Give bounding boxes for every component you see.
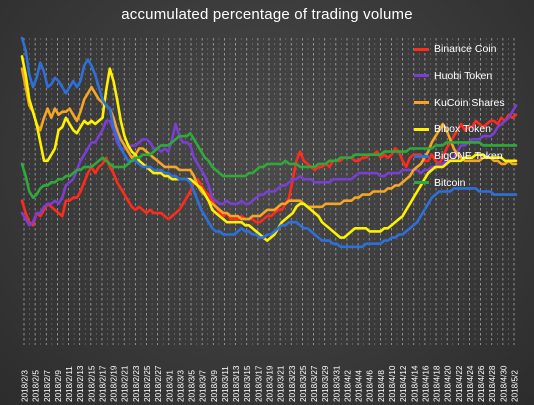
x-tick-label: 2018/5/2 bbox=[511, 370, 520, 402]
x-tick-label: 2018/3/5 bbox=[188, 370, 197, 402]
x-tick-label: 2018/4/10 bbox=[388, 365, 397, 402]
x-tick-label: 2018/2/5 bbox=[32, 370, 41, 402]
legend-swatch bbox=[414, 127, 429, 131]
legend-swatch bbox=[414, 47, 429, 51]
series-line-bitcoin bbox=[20, 131, 518, 199]
legend-label: Huobi Token bbox=[434, 69, 493, 82]
x-tick-label: 2018/2/19 bbox=[110, 365, 119, 402]
x-tick-label: 2018/2/23 bbox=[132, 365, 141, 402]
x-tick-label: 2018/4/6 bbox=[366, 370, 375, 402]
chart-legend: Binance Coin Huobi Token KuCoin Shares Bibo… bbox=[414, 40, 529, 201]
x-tick-label: 2018/2/21 bbox=[121, 365, 130, 402]
x-tick-label: 2018/4/14 bbox=[410, 365, 419, 402]
legend-item: BigONE Token bbox=[414, 147, 529, 165]
legend-item: KuCoin Shares bbox=[414, 94, 529, 112]
legend-item: Bibox Token bbox=[414, 120, 529, 138]
x-tick-label: 2018/4/12 bbox=[399, 365, 408, 402]
x-tick-label: 2018/4/24 bbox=[466, 365, 475, 402]
x-tick-label: 2018/2/11 bbox=[65, 366, 74, 402]
legend-swatch bbox=[414, 181, 429, 185]
x-tick-label: 2018/2/15 bbox=[87, 365, 96, 402]
x-tick-label: 2018/2/9 bbox=[54, 370, 63, 402]
x-tick-label: 2018/2/27 bbox=[154, 365, 163, 402]
x-tick-label: 2018/3/19 bbox=[266, 365, 275, 402]
x-tick-label: 2018/3/17 bbox=[254, 365, 263, 402]
x-tick-label: 2018/3/3 bbox=[176, 370, 185, 402]
series-line-bigone-token bbox=[20, 36, 518, 249]
x-tick-label: 2018/4/4 bbox=[355, 370, 364, 402]
legend-item: Huobi Token bbox=[414, 67, 529, 85]
legend-label: BigONE Token bbox=[434, 150, 503, 163]
x-tick-label: 2018/3/21 bbox=[277, 365, 286, 402]
x-tick-label: 2018/3/25 bbox=[299, 365, 308, 402]
x-tick-label: 2018/2/13 bbox=[76, 365, 85, 402]
x-tick-label: 2018/4/16 bbox=[421, 365, 430, 402]
x-tick-label: 2018/2/25 bbox=[143, 365, 152, 402]
x-tick-label: 2018/4/22 bbox=[455, 365, 464, 402]
x-tick-label: 2018/3/13 bbox=[232, 365, 241, 402]
x-tick-label: 2018/3/9 bbox=[210, 370, 219, 402]
x-tick-label: 2018/2/17 bbox=[98, 365, 107, 402]
x-tick-label: 2018/3/11 bbox=[221, 366, 230, 402]
x-tick-label: 2018/3/31 bbox=[332, 365, 341, 402]
x-tick-label: 2018/4/28 bbox=[488, 365, 497, 402]
x-tick-label: 2018/3/7 bbox=[199, 370, 208, 402]
legend-swatch bbox=[414, 101, 429, 105]
x-tick-label: 2018/2/7 bbox=[43, 370, 52, 402]
x-tick-label: 2018/3/29 bbox=[321, 365, 330, 402]
x-tick-label: 2018/4/8 bbox=[377, 370, 386, 402]
legend-label: Bitcoin bbox=[434, 176, 466, 189]
x-tick-label: 2018/3/1 bbox=[165, 370, 174, 402]
legend-label: KuCoin Shares bbox=[434, 96, 505, 109]
legend-swatch bbox=[414, 74, 429, 78]
legend-label: Bibox Token bbox=[434, 123, 492, 136]
x-tick-label: 2018/3/15 bbox=[243, 365, 252, 402]
legend-label: Binance Coin bbox=[434, 43, 497, 55]
legend-item: Binance Coin bbox=[414, 40, 529, 58]
x-tick-label: 2018/2/3 bbox=[21, 370, 30, 402]
x-tick-label: 2018/4/20 bbox=[444, 365, 453, 402]
x-tick-label: 2018/4/26 bbox=[477, 365, 486, 402]
x-tick-label: 2018/3/27 bbox=[310, 365, 319, 402]
legend-swatch bbox=[414, 154, 429, 158]
x-tick-label: 2018/3/23 bbox=[288, 365, 297, 402]
x-tick-label: 2018/4/30 bbox=[499, 365, 508, 402]
x-tick-label: 2018/4/18 bbox=[433, 365, 442, 402]
chart-title: accumulated percentage of trading volume bbox=[121, 6, 413, 23]
x-tick-label: 2018/4/2 bbox=[343, 370, 352, 402]
legend-item: Bitcoin bbox=[414, 174, 529, 192]
